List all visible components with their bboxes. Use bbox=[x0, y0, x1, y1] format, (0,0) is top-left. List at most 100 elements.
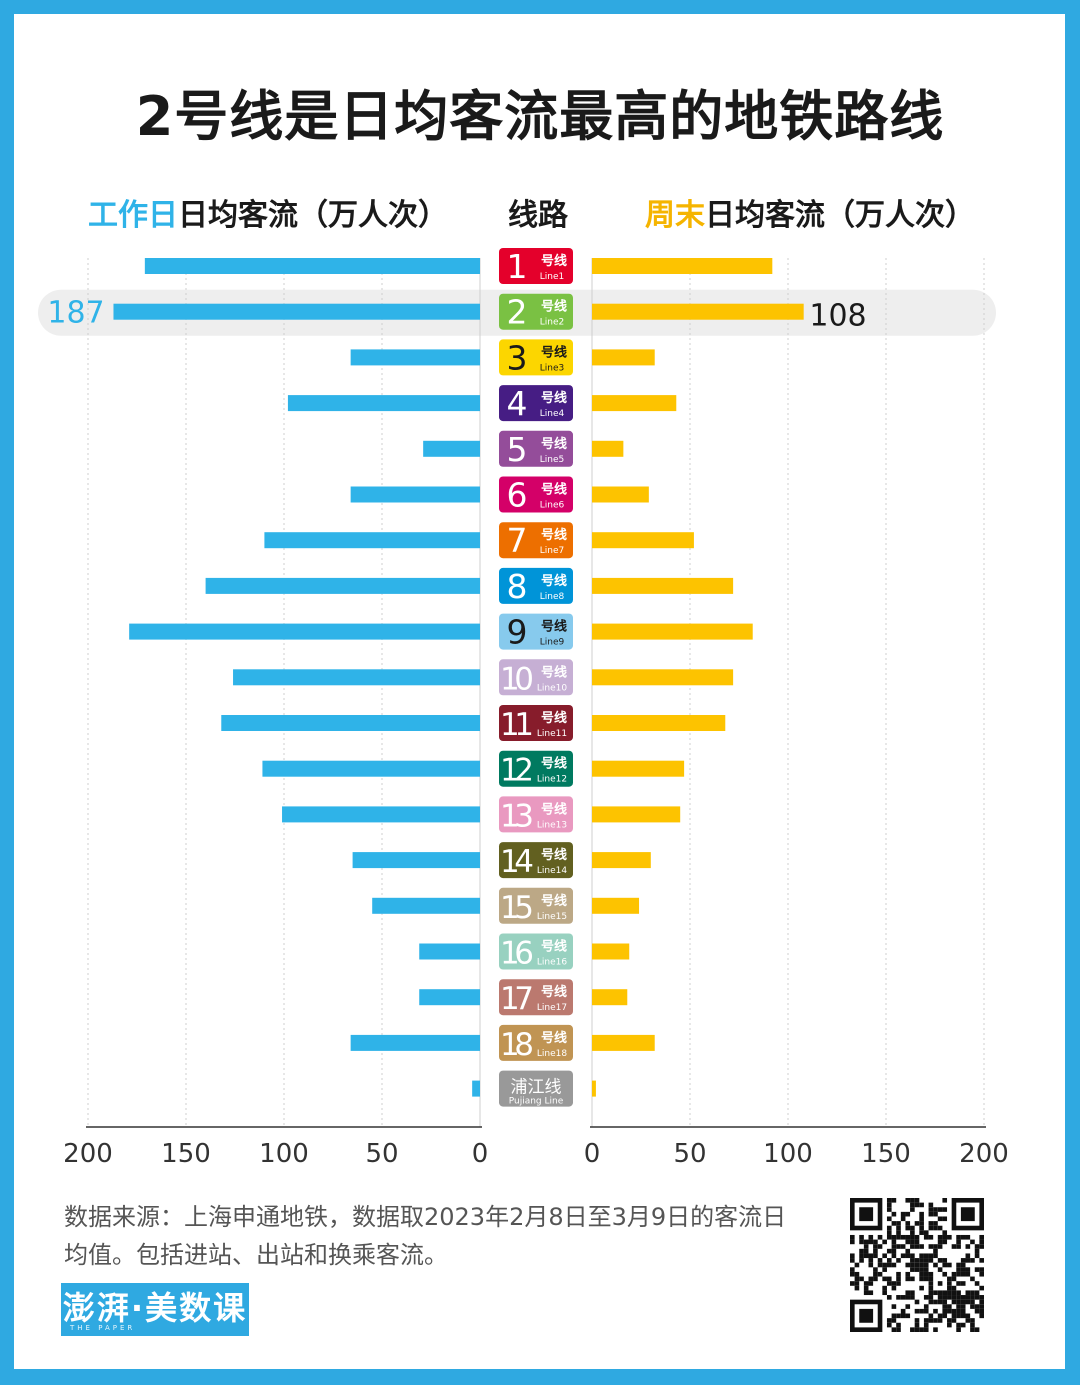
weekend-bar bbox=[592, 1080, 596, 1097]
line-badge bbox=[499, 796, 573, 833]
weekday-bar bbox=[282, 806, 480, 823]
line-number: 3 bbox=[507, 338, 528, 377]
weekday-highlight-value: 187 bbox=[47, 296, 104, 331]
line-badge bbox=[499, 887, 573, 924]
line-number: 15 bbox=[500, 890, 534, 926]
weekend-bar bbox=[592, 897, 640, 914]
line-cn-label: 号线 bbox=[541, 664, 567, 680]
weekday-bar bbox=[205, 577, 480, 594]
line-number: 1 bbox=[507, 247, 528, 286]
logo-subtitle: THE PAPER bbox=[70, 1324, 136, 1332]
weekend-bar bbox=[592, 715, 726, 731]
line-cn-label: 号线 bbox=[541, 847, 567, 863]
weekend-header-highlight: 周末 bbox=[645, 198, 705, 233]
line-cn-label: 号线 bbox=[541, 299, 567, 315]
weekday-header: 工作日日均客流（万人次） bbox=[88, 190, 448, 234]
weekend-bar bbox=[592, 577, 734, 594]
weekend-bar bbox=[592, 760, 685, 777]
line-cn-label: 号线 bbox=[541, 939, 567, 955]
line-en-label: Line15 bbox=[537, 912, 567, 922]
weekend-bar bbox=[592, 943, 630, 960]
weekend-bar bbox=[592, 349, 655, 366]
line-number: 9 bbox=[507, 613, 528, 652]
weekday-bar bbox=[262, 760, 480, 777]
weekend-bar bbox=[592, 532, 694, 549]
line-number: 17 bbox=[500, 981, 534, 1017]
line-badge bbox=[499, 430, 573, 467]
line-cn-label: 号线 bbox=[541, 984, 567, 1000]
weekend-header-rest: 日均客流（万人次） bbox=[705, 198, 975, 233]
line-badge bbox=[499, 933, 573, 970]
line-badge bbox=[499, 613, 573, 650]
line-en-label: Pujiang Line bbox=[509, 1097, 564, 1107]
weekend-highlight-value: 108 bbox=[809, 299, 866, 334]
line-number: 2 bbox=[507, 293, 528, 332]
line-en-label: Line9 bbox=[540, 638, 565, 648]
qr-code-icon bbox=[850, 1198, 984, 1332]
line-number: 14 bbox=[500, 844, 534, 880]
weekday-bar bbox=[372, 897, 480, 914]
line-number: 6 bbox=[507, 476, 528, 515]
weekday-bar bbox=[419, 989, 480, 1006]
line-cn-label: 号线 bbox=[541, 390, 567, 406]
line-cn-label: 号线 bbox=[541, 619, 567, 635]
line-en-label: Line1 bbox=[540, 272, 564, 282]
weekday-bar bbox=[350, 486, 480, 503]
line-badge bbox=[499, 339, 573, 376]
line-en-label: Line13 bbox=[537, 820, 567, 830]
weekday-bar bbox=[233, 669, 480, 686]
weekend-bar bbox=[592, 395, 677, 412]
line-header: 线路 bbox=[508, 198, 568, 233]
line-cn-label: 号线 bbox=[541, 253, 567, 269]
line-cn-label: 号线 bbox=[541, 482, 567, 498]
line-en-label: Line5 bbox=[540, 455, 564, 465]
weekend-bar bbox=[592, 1034, 655, 1051]
line-en-label: Line4 bbox=[540, 409, 565, 419]
line-number: 12 bbox=[500, 753, 534, 789]
line-badge bbox=[499, 385, 573, 422]
right-tick-label: 50 bbox=[673, 1139, 706, 1169]
line-en-label: Line8 bbox=[540, 592, 565, 602]
line-badge bbox=[499, 1070, 573, 1107]
line-badge bbox=[499, 1024, 573, 1061]
weekend-bar bbox=[592, 852, 651, 869]
weekday-bar bbox=[350, 1034, 480, 1051]
weekend-bar bbox=[592, 623, 753, 640]
weekend-bar bbox=[592, 669, 734, 686]
weekday-bar bbox=[113, 303, 480, 320]
line-en-label: Line2 bbox=[540, 318, 564, 328]
line-en-label: Line7 bbox=[540, 546, 564, 556]
weekday-bar bbox=[472, 1080, 480, 1097]
line-en-label: Line14 bbox=[537, 866, 567, 876]
line-en-label: Line3 bbox=[540, 363, 564, 373]
line-number: 7 bbox=[507, 521, 528, 560]
line-badge bbox=[499, 842, 573, 879]
line-badge bbox=[499, 248, 573, 284]
line-number: 10 bbox=[500, 661, 534, 697]
line-cn-label: 号线 bbox=[541, 893, 567, 909]
line-badge bbox=[499, 979, 573, 1016]
line-number: 8 bbox=[507, 567, 528, 606]
line-en-label: Line6 bbox=[540, 501, 565, 511]
line-cn-label: 号线 bbox=[541, 527, 567, 543]
weekday-bar bbox=[350, 349, 480, 366]
line-en-label: Line16 bbox=[537, 958, 567, 968]
line-badge bbox=[499, 705, 573, 741]
line-number: 18 bbox=[500, 1027, 534, 1063]
weekend-bar bbox=[592, 486, 649, 503]
line-cn-label: 号线 bbox=[541, 1030, 567, 1046]
weekday-bar bbox=[264, 532, 480, 549]
line-en-label: Line12 bbox=[537, 775, 567, 785]
line-number: 11 bbox=[500, 707, 534, 743]
line-cn-label: 号线 bbox=[541, 756, 567, 772]
weekend-bar bbox=[592, 806, 681, 823]
line-number: 13 bbox=[500, 798, 534, 834]
weekend-bar bbox=[592, 440, 624, 457]
weekday-bar bbox=[419, 943, 480, 960]
weekday-header-highlight: 工作日 bbox=[88, 198, 178, 233]
weekend-bar bbox=[592, 303, 804, 320]
weekday-bar bbox=[221, 715, 480, 731]
left-tick-label: 50 bbox=[365, 1139, 398, 1169]
line-cn-label: 号线 bbox=[541, 573, 567, 589]
